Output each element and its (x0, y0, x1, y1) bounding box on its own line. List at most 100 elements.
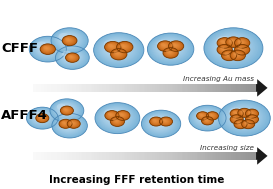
Circle shape (52, 29, 86, 52)
Circle shape (233, 111, 239, 115)
Circle shape (169, 41, 183, 51)
Circle shape (163, 48, 178, 58)
Circle shape (110, 44, 121, 52)
Circle shape (36, 114, 49, 123)
Circle shape (233, 52, 242, 58)
Circle shape (105, 42, 120, 52)
Circle shape (220, 40, 229, 46)
Circle shape (57, 117, 80, 133)
Circle shape (62, 51, 72, 57)
Circle shape (62, 50, 81, 63)
Circle shape (230, 40, 235, 43)
Circle shape (201, 114, 210, 120)
Circle shape (167, 51, 172, 54)
Circle shape (237, 39, 247, 46)
Circle shape (214, 35, 249, 59)
Circle shape (199, 113, 202, 116)
Circle shape (121, 45, 126, 48)
Circle shape (104, 109, 117, 118)
Circle shape (111, 113, 119, 119)
Circle shape (165, 49, 176, 57)
Circle shape (66, 38, 72, 43)
Circle shape (61, 120, 70, 127)
Circle shape (120, 114, 124, 116)
Circle shape (232, 110, 241, 116)
Circle shape (232, 110, 251, 123)
Circle shape (32, 111, 51, 124)
Circle shape (108, 112, 122, 122)
Circle shape (37, 42, 56, 55)
Circle shape (72, 122, 75, 124)
Circle shape (200, 114, 204, 117)
Circle shape (107, 111, 123, 122)
Circle shape (105, 42, 120, 52)
Circle shape (61, 121, 69, 126)
Circle shape (226, 37, 240, 47)
Circle shape (224, 52, 234, 59)
Circle shape (31, 110, 52, 125)
Circle shape (228, 39, 238, 45)
Circle shape (235, 118, 238, 120)
Circle shape (120, 44, 128, 50)
Circle shape (59, 48, 85, 66)
Circle shape (231, 40, 234, 43)
Circle shape (233, 117, 239, 121)
Circle shape (62, 121, 68, 125)
Circle shape (107, 112, 116, 119)
Circle shape (58, 33, 69, 40)
Circle shape (54, 30, 84, 51)
Circle shape (119, 113, 125, 117)
Circle shape (108, 113, 114, 117)
Circle shape (232, 116, 241, 122)
Circle shape (55, 102, 78, 118)
Circle shape (59, 49, 84, 66)
Circle shape (230, 115, 243, 124)
Circle shape (236, 113, 246, 119)
Circle shape (37, 41, 47, 49)
Circle shape (102, 107, 130, 127)
Circle shape (221, 102, 266, 133)
Circle shape (191, 107, 223, 129)
Circle shape (209, 113, 212, 116)
Circle shape (238, 109, 250, 117)
Circle shape (66, 53, 79, 62)
Circle shape (227, 38, 239, 46)
Circle shape (201, 117, 213, 125)
Circle shape (247, 116, 256, 122)
Circle shape (61, 106, 73, 115)
Circle shape (98, 105, 136, 131)
FancyArrow shape (256, 79, 268, 97)
Circle shape (164, 45, 171, 49)
Circle shape (116, 120, 117, 121)
Circle shape (70, 56, 73, 58)
Circle shape (242, 111, 246, 114)
Circle shape (65, 122, 70, 126)
Circle shape (58, 32, 79, 47)
Circle shape (69, 55, 75, 59)
Circle shape (158, 40, 179, 55)
Circle shape (101, 107, 132, 128)
Circle shape (157, 121, 159, 122)
Circle shape (197, 112, 208, 120)
Circle shape (238, 47, 245, 52)
Circle shape (118, 112, 127, 118)
Circle shape (221, 41, 226, 44)
Circle shape (52, 100, 81, 120)
Circle shape (107, 43, 117, 50)
Circle shape (66, 53, 75, 60)
Circle shape (56, 103, 76, 117)
Circle shape (233, 52, 242, 58)
Circle shape (63, 122, 67, 125)
Circle shape (119, 43, 130, 51)
Circle shape (219, 38, 243, 55)
Circle shape (163, 44, 173, 51)
Circle shape (240, 110, 248, 115)
Circle shape (116, 52, 120, 55)
Circle shape (108, 44, 116, 49)
Circle shape (115, 120, 118, 122)
Circle shape (192, 108, 221, 128)
Circle shape (52, 28, 87, 53)
Circle shape (113, 118, 121, 124)
Circle shape (248, 111, 252, 113)
Circle shape (224, 52, 233, 58)
